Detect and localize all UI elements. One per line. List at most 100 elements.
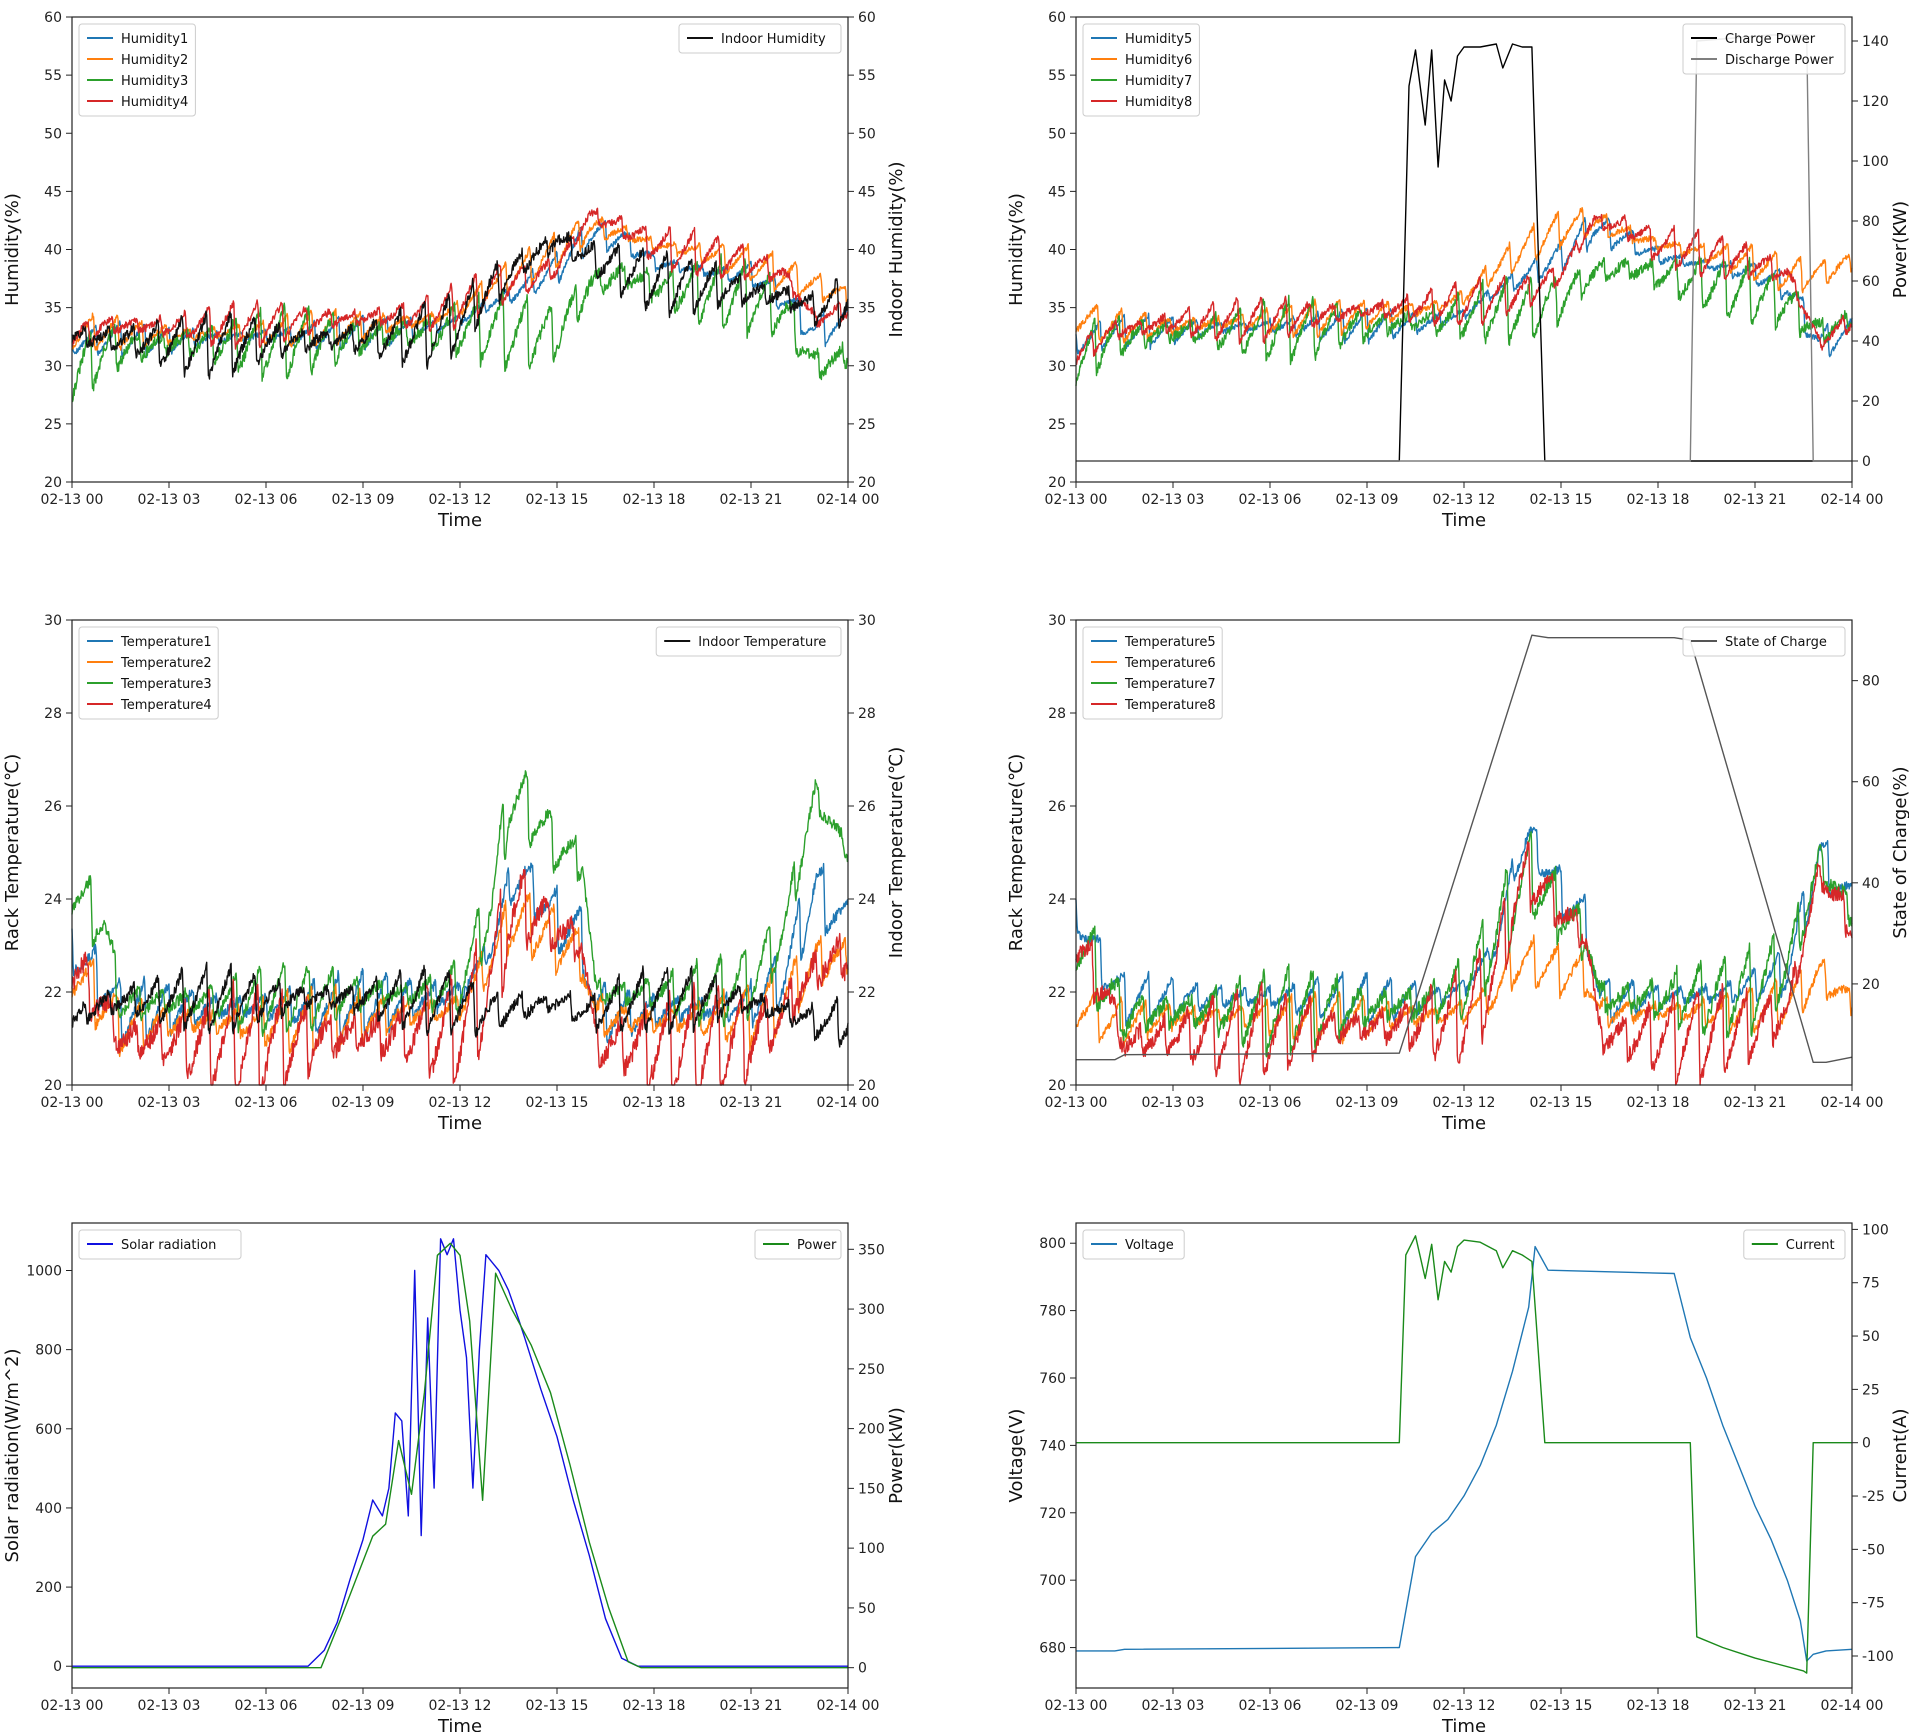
legend-label-humidity6: Humidity6 <box>1125 53 1192 68</box>
legend-box <box>678 23 842 54</box>
y-right-tick-label: 28 <box>858 706 876 722</box>
y-tick-label: 0 <box>53 1659 62 1675</box>
x-tick-label: 02-13 12 <box>429 1698 492 1714</box>
series-line-humidity7 <box>1075 256 1853 387</box>
chart-humidity-right: 02-13 00 02-13 03 02-13 06 02-13 09 02-13 12… <box>1006 10 1909 531</box>
legend-box <box>1082 626 1223 720</box>
y-tick-label: 28 <box>44 706 62 722</box>
x-axis-label: Time <box>437 1716 482 1732</box>
y-tick-label: 50 <box>1048 126 1066 142</box>
y-right-tick-label: 120 <box>1862 94 1889 110</box>
x-tick-label: 02-13 18 <box>623 1698 686 1714</box>
legend-label-temperature3: Temperature3 <box>120 677 212 692</box>
y-right-tick-label: 45 <box>858 184 876 200</box>
y-right-tick-label: 100 <box>1862 1222 1889 1238</box>
y-tick-label: 30 <box>44 359 62 375</box>
y-right-tick-label: 0 <box>858 1661 867 1677</box>
x-tick-label: 02-13 09 <box>1336 1698 1399 1714</box>
y-right-tick-label: 20 <box>858 475 876 491</box>
x-tick-label: 02-13 00 <box>1045 492 1108 508</box>
y-right-tick-label: 50 <box>1862 1329 1880 1345</box>
legend-left: Humidity5 Humidity6 Humidity7 Humidity8 <box>1082 23 1200 117</box>
legend-label-humidity1: Humidity1 <box>121 32 188 47</box>
plot-frame <box>1075 1222 1853 1689</box>
legend-label-temperature8: Temperature8 <box>1124 698 1216 713</box>
y-tick-label: 50 <box>44 126 62 142</box>
y-tick-label: 740 <box>1039 1438 1066 1454</box>
series-line-charge-power <box>1076 43 1852 462</box>
x-tick-label: 02-13 21 <box>1724 1095 1787 1111</box>
x-tick-label: 02-13 12 <box>1433 1698 1496 1714</box>
x-tick-label: 02-13 15 <box>1530 1095 1593 1111</box>
y-right-axis-label: Power(kW) <box>886 1407 907 1504</box>
y-tick-label: 20 <box>1048 475 1066 491</box>
y-right-tick-label: 22 <box>858 985 876 1001</box>
y-right-axis-label: Current(A) <box>1890 1409 1909 1503</box>
y-right-tick-label: 50 <box>858 126 876 142</box>
y-tick-label: 25 <box>1048 417 1066 433</box>
y-right-tick-label: -50 <box>1862 1542 1885 1558</box>
x-tick-label: 02-13 06 <box>1239 492 1302 508</box>
legend-label-temperature4: Temperature4 <box>120 698 212 713</box>
y-tick-label: 400 <box>35 1501 62 1517</box>
x-tick-label: 02-13 18 <box>623 1095 686 1111</box>
y-tick-label: 40 <box>1048 243 1066 259</box>
x-tick-label: 02-13 00 <box>41 1698 104 1714</box>
series-line-current <box>1076 1235 1852 1674</box>
y-right-tick-label: 60 <box>858 10 876 26</box>
y-tick-label: 40 <box>44 243 62 259</box>
legend-left: Solar radiation <box>78 1229 242 1260</box>
legend-right: Indoor Temperature <box>655 626 842 657</box>
x-tick-label: 02-13 03 <box>1142 492 1205 508</box>
x-tick-label: 02-13 15 <box>526 492 589 508</box>
series-line-indoor-temperature <box>71 961 849 1048</box>
legend-label-humidity8: Humidity8 <box>1125 95 1192 110</box>
x-tick-label: 02-13 15 <box>1530 492 1593 508</box>
x-tick-label: 02-13 18 <box>623 492 686 508</box>
x-tick-label: 02-13 06 <box>235 1095 298 1111</box>
y-axis-label: Humidity(%) <box>2 193 23 306</box>
x-axis-label: Time <box>1441 510 1486 531</box>
x-tick-label: 02-13 21 <box>1724 492 1787 508</box>
x-tick-label: 02-13 03 <box>138 1698 201 1714</box>
y-right-tick-label: 150 <box>858 1481 885 1497</box>
x-tick-label: 02-13 06 <box>1239 1095 1302 1111</box>
y-tick-label: 55 <box>44 68 62 84</box>
chart-voltage: 02-13 00 02-13 03 02-13 06 02-13 09 02-13 12… <box>1006 1222 1909 1732</box>
y-right-tick-label: 300 <box>858 1302 885 1318</box>
y-tick-label: 22 <box>44 985 62 1001</box>
x-tick-label: 02-13 06 <box>235 492 298 508</box>
y-tick-label: 26 <box>1048 799 1066 815</box>
legend-right: Current <box>1743 1229 1846 1260</box>
y-right-tick-label: 40 <box>1862 334 1880 350</box>
x-tick-label: 02-13 15 <box>1530 1698 1593 1714</box>
series-line-voltage <box>1076 1245 1853 1662</box>
y-right-tick-label: -25 <box>1862 1489 1885 1505</box>
y-right-tick-label: 20 <box>1862 977 1880 993</box>
y-right-tick-label: 30 <box>858 613 876 629</box>
y-right-axis-label: Indoor Temperature(℃) <box>886 747 907 959</box>
legend-label-temperature7: Temperature7 <box>1124 677 1216 692</box>
y-tick-label: 760 <box>1039 1371 1066 1387</box>
legend-label-charge-power: Charge Power <box>1725 32 1816 47</box>
y-right-tick-label: 100 <box>1862 154 1889 170</box>
legend-label-power: Power <box>797 1238 837 1253</box>
y-right-tick-label: 60 <box>1862 775 1880 791</box>
y-tick-label: 600 <box>35 1422 62 1438</box>
chart-temperature-right: 02-13 00 02-13 03 02-13 06 02-13 09 02-13 12… <box>1006 613 1909 1134</box>
legend-right: Indoor Humidity <box>678 23 842 54</box>
y-tick-label: 800 <box>35 1343 62 1359</box>
y-tick-label: 200 <box>35 1580 62 1596</box>
legend-label-solar-radiation: Solar radiation <box>121 1238 216 1253</box>
legend-label-voltage: Voltage <box>1125 1238 1174 1253</box>
y-axis-label: Humidity(%) <box>1006 193 1027 306</box>
y-right-tick-label: 30 <box>858 359 876 375</box>
series-line-state-of-charge <box>1076 634 1853 1063</box>
y-tick-label: 30 <box>1048 359 1066 375</box>
x-tick-label: 02-13 21 <box>720 1095 783 1111</box>
y-right-tick-label: 26 <box>858 799 876 815</box>
legend-left: Temperature1 Temperature2 Temperature3 Temp… <box>78 626 219 720</box>
legend-left: Humidity1 Humidity2 Humidity3 Humidity4 <box>78 23 196 117</box>
x-tick-label: 02-13 09 <box>1336 492 1399 508</box>
y-right-tick-label: 140 <box>1862 34 1889 50</box>
